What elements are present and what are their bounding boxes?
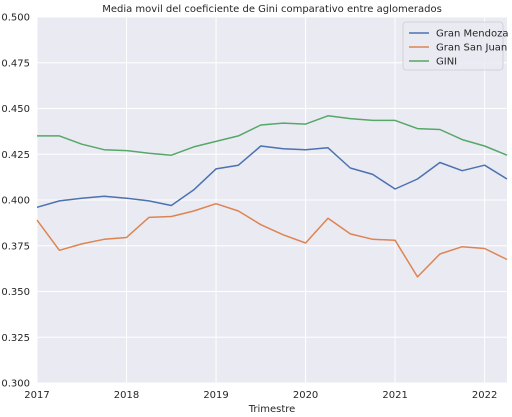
y-tick-label: 0.375 (1, 241, 30, 252)
y-tick-label: 0.300 (1, 379, 30, 390)
y-tick-label: 0.350 (1, 287, 30, 298)
legend-label: Gran San Juan (436, 43, 507, 54)
y-tick-label: 0.500 (1, 13, 30, 24)
legend-label: GINI (436, 57, 457, 68)
x-tick-label: 2019 (203, 390, 228, 401)
x-tick-label: 2018 (114, 390, 139, 401)
x-axis-label: Trimestre (248, 404, 296, 415)
y-tick-label: 0.325 (1, 333, 30, 344)
y-axis-ticks: 0.300 0.325 0.350 0.375 0.400 0.425 0.450 0.475… (1, 13, 30, 390)
series-line-gran-san-juan (36, 202, 508, 278)
chart-title: Media movil del coeficiente de Gini comp… (102, 4, 442, 15)
y-tick-label: 0.475 (1, 58, 30, 69)
grid-lines (36, 16, 507, 384)
legend: Gran Mendoza Gran San Juan GINI (402, 21, 508, 71)
x-axis-ticks: 2017 2018 2019 2020 2021 2022 (24, 390, 497, 401)
y-tick-label: 0.400 (1, 196, 30, 207)
legend-box (402, 21, 504, 71)
series-line-gini (37, 115, 508, 156)
series-lines (36, 115, 508, 278)
x-tick-label: 2017 (24, 390, 49, 401)
y-tick-label: 0.450 (1, 104, 30, 115)
series-line-gran-mendoza (36, 145, 508, 209)
legend-label: Gran Mendoza (436, 29, 508, 40)
x-tick-label: 2021 (382, 390, 407, 401)
x-tick-label: 2020 (293, 390, 318, 401)
y-tick-label: 0.425 (1, 150, 30, 161)
x-tick-label: 2022 (472, 390, 497, 401)
